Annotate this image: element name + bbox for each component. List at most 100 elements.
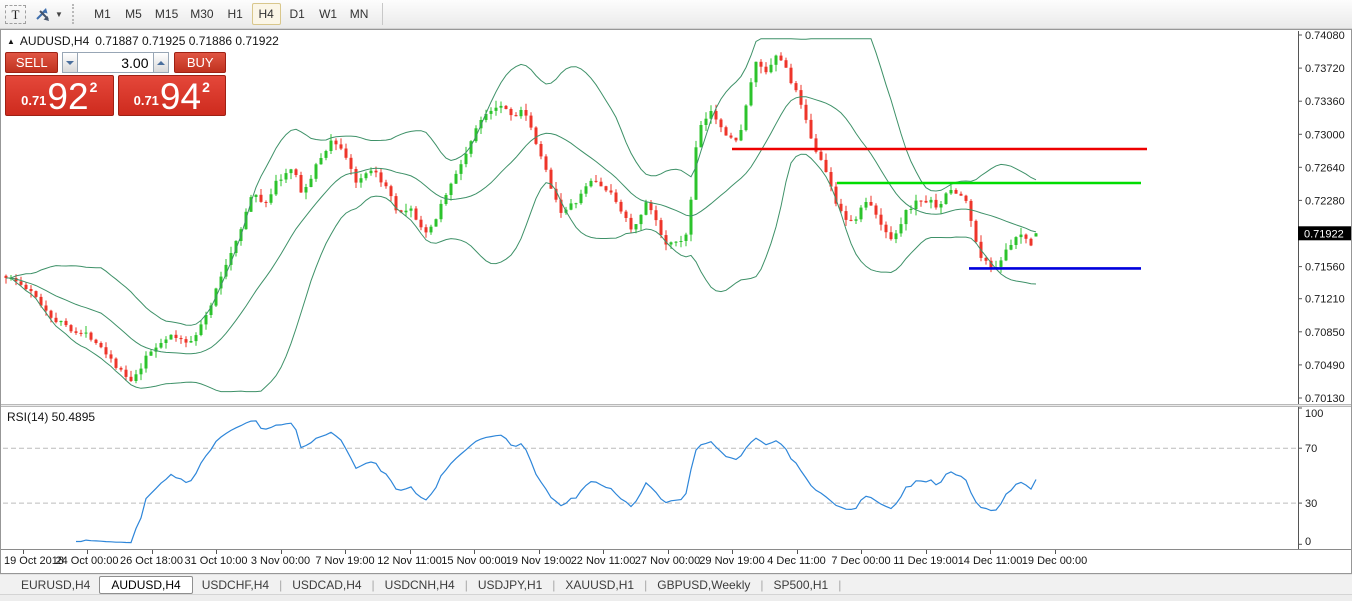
timeframe-button-group: M1 M5 M15 M30 H1 H4 D1 W1 MN bbox=[87, 3, 375, 25]
volume-input[interactable] bbox=[78, 52, 154, 73]
pane-splitter[interactable] bbox=[1, 404, 1351, 407]
chevron-down-icon: ▼ bbox=[55, 9, 63, 19]
time-label: 15 Nov 00:00 bbox=[441, 555, 507, 567]
price-chart-pane[interactable]: 0.74080 0.73720 0.73360 0.73000 0.72640 0.722… bbox=[1, 31, 1351, 404]
svg-text:0.70130: 0.70130 bbox=[1305, 393, 1345, 404]
tab-separator: | bbox=[464, 577, 468, 592]
sell-price-box[interactable]: 0.71 92 2 bbox=[5, 75, 114, 116]
tab-sp500-h1[interactable]: SP500,H1 bbox=[773, 577, 829, 592]
svg-text:100: 100 bbox=[1305, 408, 1323, 420]
svg-text:0.70850: 0.70850 bbox=[1305, 327, 1345, 339]
timeframe-button-h4[interactable]: H4 bbox=[251, 3, 281, 25]
tab-separator: | bbox=[371, 577, 375, 592]
chart-title: ▲ AUDUSD,H4 0.71887 0.71925 0.71886 0.7192… bbox=[7, 34, 279, 48]
tab-audusd-h4[interactable]: AUDUSD,H4 bbox=[99, 575, 193, 594]
time-tick bbox=[216, 550, 217, 554]
tab-xauusd-h1[interactable]: XAUUSD,H1 bbox=[565, 577, 635, 592]
svg-text:0.74080: 0.74080 bbox=[1305, 31, 1345, 42]
arrows-tool-button[interactable]: ▼ bbox=[34, 7, 63, 22]
time-label: 3 Nov 00:00 bbox=[250, 555, 311, 567]
timeframe-button-m1[interactable]: M1 bbox=[88, 3, 117, 25]
sell-price-prefix: 0.71 bbox=[21, 93, 47, 108]
chart-tab-bar: EURUSD,H4 AUDUSD,H4 USDCHF,H4 | USDCAD,H4 | US… bbox=[0, 574, 1352, 594]
top-toolbar: T ▼ M1 M5 M15 M30 H1 H4 D1 W1 MN bbox=[0, 0, 1352, 29]
time-tick bbox=[87, 550, 88, 554]
svg-text:0.71922: 0.71922 bbox=[1304, 228, 1344, 240]
svg-text:0: 0 bbox=[1305, 536, 1311, 548]
timeframe-button-m5[interactable]: M5 bbox=[119, 3, 148, 25]
timeframe-button-h1[interactable]: H1 bbox=[221, 3, 250, 25]
time-label: 4 Dec 11:00 bbox=[767, 555, 826, 567]
tab-eurusd-h4[interactable]: EURUSD,H4 bbox=[21, 577, 91, 592]
price-axis[interactable]: 0.74080 0.73720 0.73360 0.73000 0.72640 0.722… bbox=[1298, 31, 1345, 404]
tab-separator: | bbox=[760, 577, 764, 592]
toolbar-grip[interactable] bbox=[71, 4, 78, 24]
bollinger-bands-layer bbox=[6, 38, 1037, 393]
time-axis[interactable]: 19 Oct 2018 24 Oct 00:00 26 Oct 18:00 31 Oc… bbox=[1, 549, 1351, 573]
volume-stepper bbox=[62, 52, 170, 73]
text-tool-button[interactable]: T bbox=[5, 4, 26, 24]
tab-separator: | bbox=[838, 577, 842, 592]
sell-button[interactable]: SELL bbox=[5, 52, 59, 73]
time-label: 31 Oct 10:00 bbox=[184, 555, 248, 567]
svg-text:0.72280: 0.72280 bbox=[1305, 195, 1345, 207]
timeframe-button-d1[interactable]: D1 bbox=[283, 3, 312, 25]
volume-increase-button[interactable] bbox=[153, 52, 170, 73]
buy-button[interactable]: BUY bbox=[174, 52, 226, 73]
tab-usdchf-h4[interactable]: USDCHF,H4 bbox=[201, 577, 270, 592]
time-tick bbox=[667, 550, 669, 554]
rsi-axis[interactable]: 100 70 30 0 bbox=[1298, 407, 1323, 549]
tab-usdjpy-h1[interactable]: USDJPY,H1 bbox=[477, 577, 543, 592]
triangle-up-icon bbox=[157, 60, 166, 65]
time-tick bbox=[151, 550, 153, 554]
tab-usdcnh-h4[interactable]: USDCNH,H4 bbox=[384, 577, 455, 592]
time-tick bbox=[861, 550, 862, 554]
svg-text:0.71210: 0.71210 bbox=[1305, 294, 1345, 306]
time-tick bbox=[280, 550, 282, 554]
chart-symbol-label: AUDUSD,H4 bbox=[19, 34, 90, 48]
time-label: 11 Dec 19:00 bbox=[893, 555, 958, 567]
svg-text:0.73360: 0.73360 bbox=[1305, 96, 1345, 108]
status-bar bbox=[0, 594, 1352, 601]
timeframe-button-w1[interactable]: W1 bbox=[314, 3, 343, 25]
svg-text:0.73000: 0.73000 bbox=[1305, 129, 1345, 141]
svg-text:0.71560: 0.71560 bbox=[1305, 262, 1345, 274]
collapse-panel-icon[interactable]: ▲ bbox=[7, 37, 15, 46]
svg-text:0.70490: 0.70490 bbox=[1305, 360, 1345, 372]
tab-usdcad-h4[interactable]: USDCAD,H4 bbox=[292, 577, 362, 592]
time-label: 27 Nov 00:00 bbox=[634, 555, 701, 567]
chart-ohlc-values: 0.71887 0.71925 0.71886 0.71922 bbox=[95, 34, 279, 48]
time-label: 7 Nov 19:00 bbox=[315, 555, 375, 567]
buy-price-prefix: 0.71 bbox=[133, 93, 159, 108]
buy-price-big: 94 bbox=[159, 76, 202, 117]
rsi-indicator-pane[interactable]: 100 70 30 0 bbox=[1, 407, 1351, 549]
buy-price-box[interactable]: 0.71 94 2 bbox=[117, 75, 226, 117]
time-label: 14 Dec 11:00 bbox=[957, 555, 1023, 567]
time-tick bbox=[22, 550, 24, 554]
buy-price-sup: 2 bbox=[202, 79, 210, 95]
rsi-line bbox=[76, 420, 1037, 544]
sell-price-sup: 2 bbox=[89, 79, 98, 95]
time-label: 26 Oct 18:00 bbox=[120, 555, 183, 567]
svg-text:30: 30 bbox=[1305, 498, 1317, 510]
time-tick bbox=[796, 550, 798, 554]
timeframe-button-m30[interactable]: M30 bbox=[185, 3, 218, 25]
tab-separator: | bbox=[552, 577, 556, 592]
time-tick bbox=[409, 550, 411, 554]
timeframe-button-m15[interactable]: M15 bbox=[150, 3, 183, 25]
triangle-down-icon bbox=[66, 60, 75, 65]
time-tick bbox=[732, 550, 733, 554]
time-tick bbox=[1054, 550, 1056, 554]
volume-decrease-button[interactable] bbox=[62, 52, 79, 73]
time-label: 19 Nov 19:00 bbox=[505, 555, 572, 567]
time-tick bbox=[925, 550, 927, 554]
chart-window: 0.74080 0.73720 0.73360 0.73000 0.72640 0.722… bbox=[0, 29, 1352, 574]
tab-gbpusd-weekly[interactable]: GBPUSD,Weekly bbox=[657, 577, 751, 592]
time-tick bbox=[538, 550, 540, 554]
time-label: 12 Nov 11:00 bbox=[377, 555, 442, 567]
time-label: 24 Oct 00:00 bbox=[55, 555, 119, 567]
rsi-indicator-label: RSI(14) 50.4895 bbox=[7, 410, 96, 424]
timeframe-button-mn[interactable]: MN bbox=[345, 3, 374, 25]
time-label: 19 Oct 2018 bbox=[4, 555, 64, 567]
